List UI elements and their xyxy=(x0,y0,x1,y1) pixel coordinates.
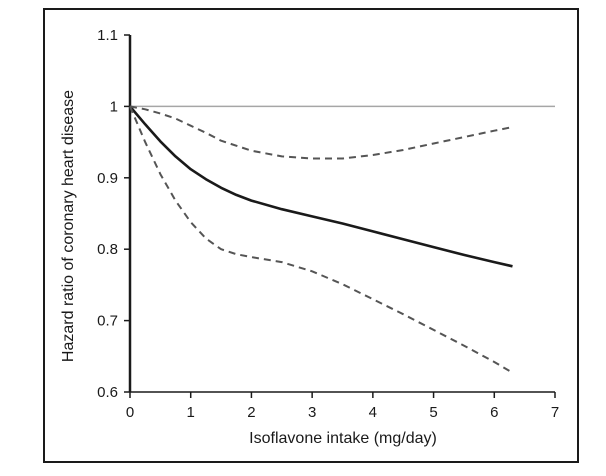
x-tick-label: 7 xyxy=(551,404,559,421)
x-tick-label: 6 xyxy=(490,404,498,421)
lower-ci-line xyxy=(129,106,514,374)
y-tick-label: 1 xyxy=(110,98,118,115)
x-tick-label: 5 xyxy=(429,404,437,421)
y-axis-title: Hazard ratio of coronary heart disease xyxy=(60,90,77,362)
x-tick-label: 3 xyxy=(308,404,316,421)
hazard-ratio-chart: Hazard ratio of coronary heart disease I… xyxy=(60,27,559,447)
hazard-ratio-line xyxy=(129,105,513,268)
x-tick-label: 1 xyxy=(187,404,195,421)
y-tick-label: 0.7 xyxy=(97,313,118,330)
x-tick-label: 2 xyxy=(247,404,255,421)
x-axis-title: Isoflavone intake (mg/day) xyxy=(249,430,437,447)
upper-ci-line xyxy=(129,105,513,160)
y-tick-label: 0.6 xyxy=(97,384,118,401)
y-tick-label: 1.1 xyxy=(97,27,118,44)
chart-frame: Hazard ratio of coronary heart disease I… xyxy=(43,8,579,463)
y-tick-label: 0.9 xyxy=(97,170,118,187)
x-tick-label: 4 xyxy=(369,404,377,421)
x-tick-label: 0 xyxy=(126,404,134,421)
y-tick-label: 0.8 xyxy=(97,241,118,258)
